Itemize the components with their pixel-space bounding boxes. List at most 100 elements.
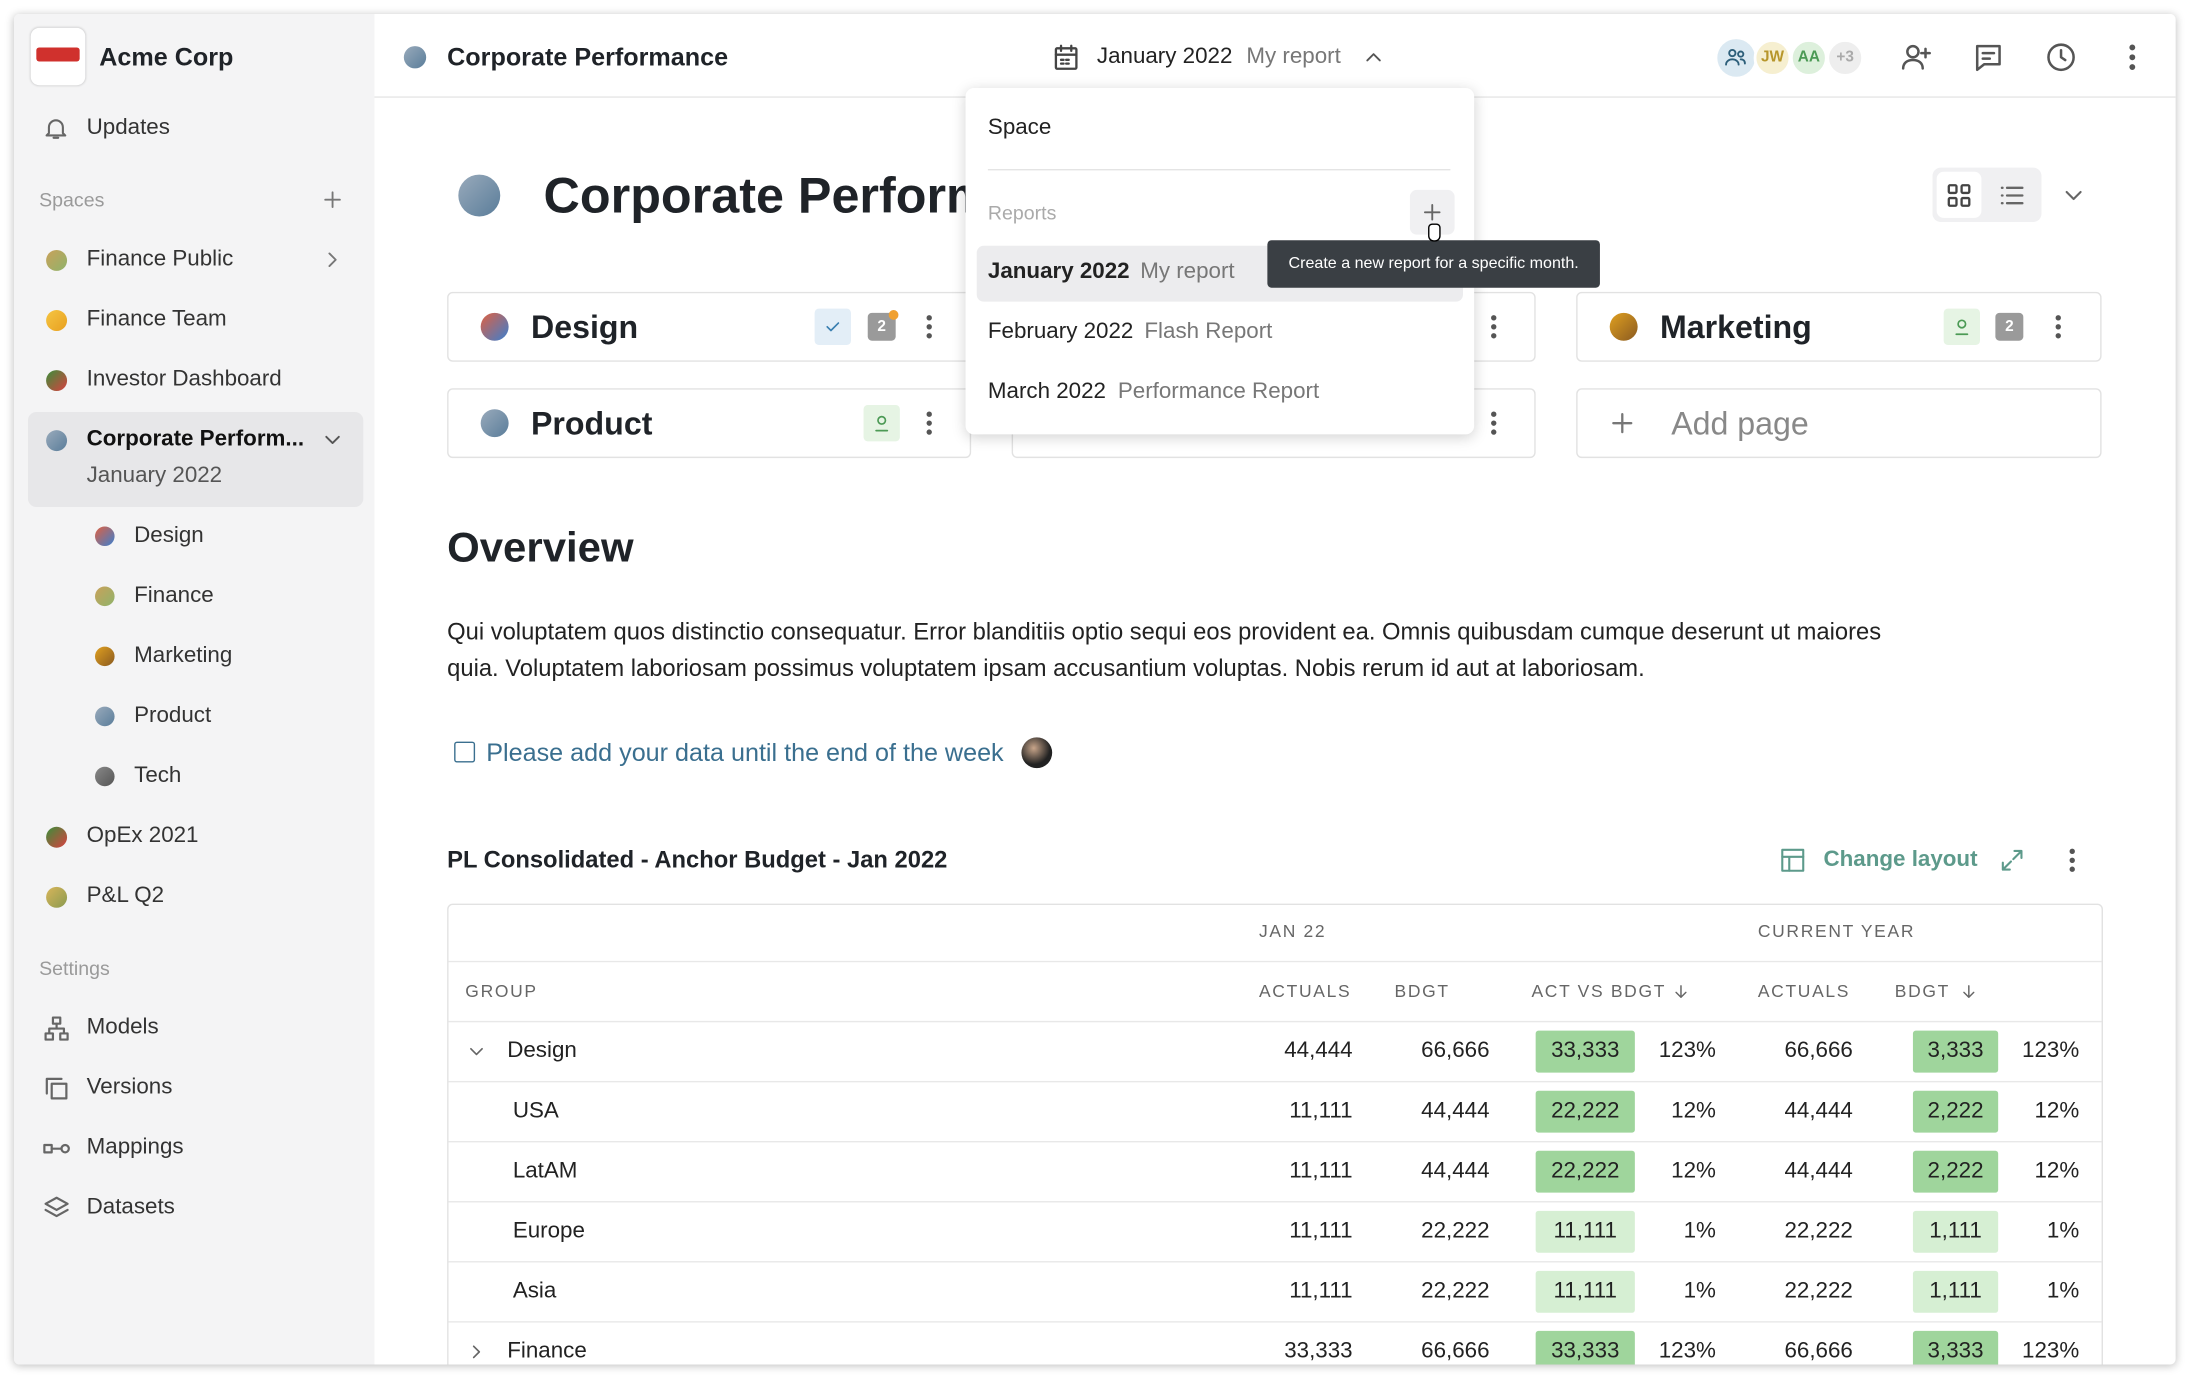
expand-space[interactable] xyxy=(320,247,345,272)
card-menu[interactable] xyxy=(914,311,945,342)
avatar xyxy=(1717,39,1756,77)
icon-part xyxy=(1054,44,1078,70)
settings-icon[interactable] xyxy=(41,1013,70,1042)
toolbar-button[interactable] xyxy=(1972,41,2006,75)
icon-part xyxy=(2065,190,2082,201)
topbar-title: Corporate Performance xyxy=(447,43,729,72)
column-header[interactable]: ACT VS BDGT xyxy=(1531,981,1667,1002)
space-item[interactable]: Corporate Perform... xyxy=(86,427,305,452)
expand-table[interactable] xyxy=(1998,846,2026,874)
layout-icon[interactable] xyxy=(1779,846,1807,874)
icon-part xyxy=(1054,47,1078,70)
page-item[interactable]: Design xyxy=(134,523,204,548)
icon-part xyxy=(1728,48,1737,58)
grid-view[interactable] xyxy=(1944,180,1975,211)
space-item[interactable]: Finance Public xyxy=(86,247,234,271)
settings-item[interactable]: Datasets xyxy=(86,1195,175,1220)
row-divider xyxy=(448,1321,2102,1323)
more-views[interactable] xyxy=(2060,182,2088,210)
card-menu[interactable] xyxy=(1478,408,1509,439)
page-item[interactable]: Tech xyxy=(134,763,182,788)
add-page-card[interactable] xyxy=(1576,388,2102,459)
cell: 1% xyxy=(2046,1219,2080,1243)
space-item[interactable]: OpEx 2021 xyxy=(86,823,199,848)
change-layout[interactable]: Change layout xyxy=(1823,847,1978,872)
card-menu[interactable] xyxy=(2043,311,2074,342)
toolbar-button[interactable] xyxy=(2044,41,2078,75)
settings-icon[interactable] xyxy=(41,1133,70,1162)
report-name[interactable]: My report xyxy=(1140,259,1235,284)
cell: 11,111 xyxy=(1289,1219,1353,1243)
report-name[interactable]: My report xyxy=(1246,44,1341,69)
icon-part xyxy=(1901,44,1931,70)
column-header[interactable]: BDGT xyxy=(1394,981,1450,1002)
list-view[interactable] xyxy=(1997,180,2028,211)
column-header[interactable]: ACTUALS xyxy=(1757,981,1851,1002)
icon-part xyxy=(1947,184,1971,207)
report-name[interactable]: Flash Report xyxy=(1144,319,1273,344)
cell: 1% xyxy=(1683,1219,1716,1243)
collapse-row[interactable] xyxy=(465,1040,487,1062)
row-label: Design xyxy=(507,1039,577,1063)
status-chip xyxy=(1943,308,1981,345)
toolbar-button[interactable] xyxy=(1899,41,1933,75)
icon-part xyxy=(2129,64,2136,70)
nav-item[interactable]: Updates xyxy=(86,115,170,140)
add-page[interactable]: Add page xyxy=(1671,405,1809,442)
settings-item[interactable]: Models xyxy=(86,1015,159,1040)
report-month[interactable]: January 2022 xyxy=(1096,44,1233,69)
card-title[interactable]: Marketing xyxy=(1660,308,1812,345)
collapse-menu[interactable] xyxy=(1361,45,1386,70)
icon-part xyxy=(472,1345,481,1359)
cell: 123% xyxy=(1658,1339,1716,1364)
avatar[interactable] xyxy=(1789,39,1828,77)
space-item[interactable]: P&L Q2 xyxy=(86,884,165,908)
report-name[interactable]: Performance Report xyxy=(1117,379,1320,404)
page-item[interactable]: Product xyxy=(134,703,212,728)
assignee-avatar xyxy=(1021,737,1053,769)
report-month[interactable]: January 2022 xyxy=(987,259,1130,284)
card-title[interactable]: Design xyxy=(530,308,639,345)
icon-part xyxy=(328,252,337,267)
settings-item[interactable]: Mappings xyxy=(86,1135,184,1160)
updates-icon[interactable] xyxy=(42,115,70,143)
icon-part xyxy=(1947,184,1958,195)
space-item[interactable]: Finance Team xyxy=(86,307,227,331)
cell: 11,111 xyxy=(1289,1099,1353,1123)
add-space[interactable] xyxy=(320,187,345,212)
column-header[interactable]: ACTUALS xyxy=(1258,981,1352,1002)
cell: 44,444 xyxy=(1784,1099,1853,1123)
sort-icon[interactable] xyxy=(1959,982,1979,1002)
page-item[interactable]: Marketing xyxy=(134,643,233,668)
space-item[interactable]: Investor Dashboard xyxy=(86,367,282,392)
calendar-icon[interactable] xyxy=(1051,42,1082,73)
icon-part xyxy=(1963,985,1975,999)
task-checkbox[interactable] xyxy=(454,741,476,763)
settings-icon[interactable] xyxy=(41,1073,70,1102)
card-menu[interactable] xyxy=(914,408,945,439)
settings-item[interactable]: Versions xyxy=(86,1075,173,1100)
report-month[interactable]: March 2022 xyxy=(987,379,1106,404)
report-month[interactable]: February 2022 xyxy=(987,319,1134,344)
icon-part xyxy=(2001,849,2023,871)
card-menu[interactable] xyxy=(1478,311,1509,342)
table xyxy=(447,903,2103,1365)
tooltip-text: Create a new report for a specific month… xyxy=(1288,255,1579,273)
cell: 44,444 xyxy=(1284,1039,1353,1063)
icon-part xyxy=(1612,413,1633,434)
collapse-space[interactable] xyxy=(320,427,345,452)
sort-icon[interactable] xyxy=(1671,982,1691,1002)
icon-part xyxy=(470,1047,483,1056)
column-header[interactable]: BDGT xyxy=(1894,981,1951,1002)
expand-row[interactable] xyxy=(465,1341,487,1363)
dropdown-item[interactable]: Space xyxy=(987,115,1052,140)
status-chip xyxy=(863,405,900,442)
icon-part xyxy=(926,411,932,435)
card-title[interactable]: Product xyxy=(530,405,653,442)
dropdown-label: Reports xyxy=(987,201,1057,224)
settings-icon[interactable] xyxy=(41,1193,70,1222)
toolbar-button[interactable] xyxy=(2116,41,2150,75)
page-item[interactable]: Finance xyxy=(134,583,214,608)
avatar[interactable] xyxy=(1826,39,1865,77)
table-menu[interactable] xyxy=(2057,845,2088,876)
